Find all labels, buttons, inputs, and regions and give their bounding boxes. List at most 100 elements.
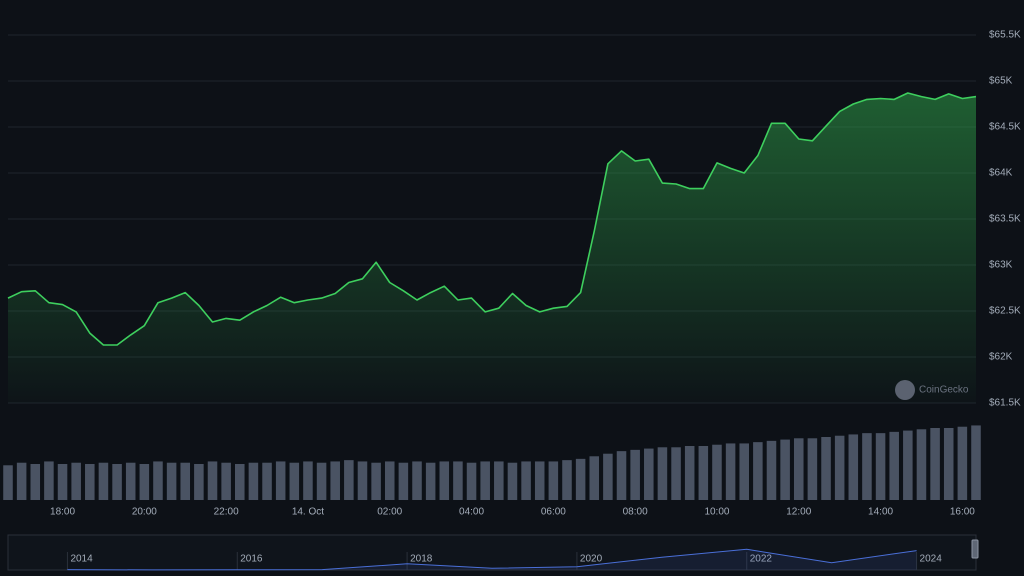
x-tick-label: 06:00	[541, 507, 566, 518]
volume-bar	[371, 462, 381, 500]
volume-bar	[384, 461, 395, 500]
volume-bar	[30, 464, 41, 500]
y-tick-label: $62K	[989, 352, 1013, 363]
y-tick-label: $63K	[989, 260, 1013, 271]
x-tick-label: 14. Oct	[292, 507, 324, 518]
volume-bar	[875, 433, 886, 500]
volume-bar	[125, 462, 136, 500]
navigator[interactable]: 2014 2016 2018 2020 2022 2024	[7, 534, 979, 571]
volume-bar	[916, 429, 927, 500]
volume-bar	[821, 437, 831, 500]
volume-bar	[439, 461, 450, 500]
volume-bar	[207, 461, 218, 500]
volume-bar	[98, 462, 109, 500]
price-area	[8, 93, 976, 403]
volume-bar	[684, 446, 695, 500]
volume-bar	[780, 439, 790, 500]
volume-bar	[3, 465, 13, 500]
navigator-handle[interactable]	[971, 539, 979, 559]
x-tick-label: 22:00	[214, 507, 239, 518]
volume-bar	[412, 461, 422, 500]
volume-bar	[303, 461, 313, 500]
volume-bar	[575, 458, 586, 500]
y-tick-label: $65.5K	[989, 30, 1021, 41]
volume-bar	[521, 461, 531, 500]
volume-bar	[862, 433, 872, 500]
navigator-tick-label: 2022	[750, 554, 773, 565]
watermark-text: CoinGecko	[919, 385, 969, 396]
volume-bar	[739, 443, 749, 500]
navigator-tick-label: 2016	[240, 554, 263, 565]
y-tick-label: $63.5K	[989, 214, 1021, 225]
volume-bar	[644, 448, 654, 500]
volume-bar	[562, 460, 572, 500]
volume-bar	[848, 434, 859, 500]
volume-bar	[957, 426, 968, 500]
volume-bar	[943, 428, 954, 500]
volume-bar	[153, 461, 163, 500]
volume-bar	[930, 428, 940, 500]
volume-bar	[85, 464, 95, 500]
volume-bar	[316, 462, 327, 500]
volume-bar	[453, 461, 463, 500]
volume-bar	[330, 461, 340, 500]
volume-bar	[262, 462, 272, 500]
navigator-tick-label: 2024	[920, 554, 943, 565]
x-tick-label: 08:00	[623, 507, 648, 518]
volume-bar	[548, 461, 559, 500]
volume-bar	[971, 425, 981, 500]
volume-bar	[180, 462, 191, 500]
volume-bar	[630, 449, 640, 500]
watermark: CoinGecko	[895, 380, 969, 400]
navigator-line	[67, 548, 917, 571]
x-tick-label: 10:00	[704, 507, 729, 518]
x-tick-label: 12:00	[786, 507, 811, 518]
watermark-logo	[895, 380, 915, 400]
volume-bar	[671, 447, 681, 500]
volume-bar	[289, 462, 300, 500]
volume-bar	[398, 462, 409, 500]
volume-bar	[71, 462, 81, 500]
volume-bar	[616, 451, 627, 500]
volume-bar	[589, 456, 600, 500]
volume-bar	[903, 430, 913, 500]
x-tick-label: 20:00	[132, 507, 157, 518]
volume-bar	[753, 442, 763, 500]
volume-bar	[603, 453, 613, 500]
volume-bar	[725, 443, 736, 500]
volume-bar	[275, 461, 286, 500]
volume-bar	[16, 462, 27, 500]
volume-bar	[57, 464, 68, 500]
volume-bar	[698, 446, 709, 500]
y-tick-label: $61.5K	[989, 398, 1021, 409]
volume-bar	[357, 461, 368, 500]
y-tick-label: $64.5K	[989, 122, 1021, 133]
volume-bar	[194, 464, 204, 500]
volume-bar	[166, 462, 177, 500]
volume-bar	[793, 438, 804, 500]
y-tick-label: $65K	[989, 76, 1013, 87]
navigator-tick-label: 2014	[70, 554, 93, 565]
volume-bar	[425, 462, 436, 500]
volume-bar	[834, 435, 845, 500]
volume-bar	[534, 461, 545, 500]
volume-bar	[494, 461, 504, 500]
y-tick-label: $62.5K	[989, 306, 1021, 317]
x-tick-label: 18:00	[50, 507, 75, 518]
volume-bar	[248, 462, 259, 500]
navigator-tick-label: 2020	[580, 554, 603, 565]
volume-bar	[807, 438, 818, 500]
volume-bar	[657, 447, 668, 500]
volume-bar	[889, 431, 899, 500]
y-tick-label: $64K	[989, 168, 1013, 179]
navigator-tick-label: 2018	[410, 554, 433, 565]
volume-bar	[480, 461, 490, 500]
volume-bar	[221, 462, 231, 500]
price-series	[7, 92, 977, 403]
volume-bar	[712, 444, 722, 500]
volume-bar	[344, 460, 354, 500]
x-tick-label: 02:00	[377, 507, 402, 518]
volume-bars	[3, 425, 981, 500]
